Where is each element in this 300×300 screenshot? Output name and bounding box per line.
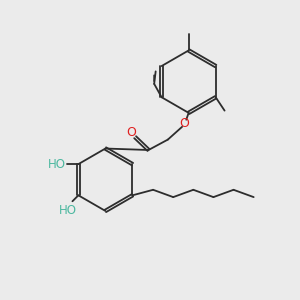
Text: HO: HO [48,158,66,171]
Text: O: O [127,126,136,139]
Text: HO: HO [59,204,77,217]
Text: O: O [179,117,189,130]
